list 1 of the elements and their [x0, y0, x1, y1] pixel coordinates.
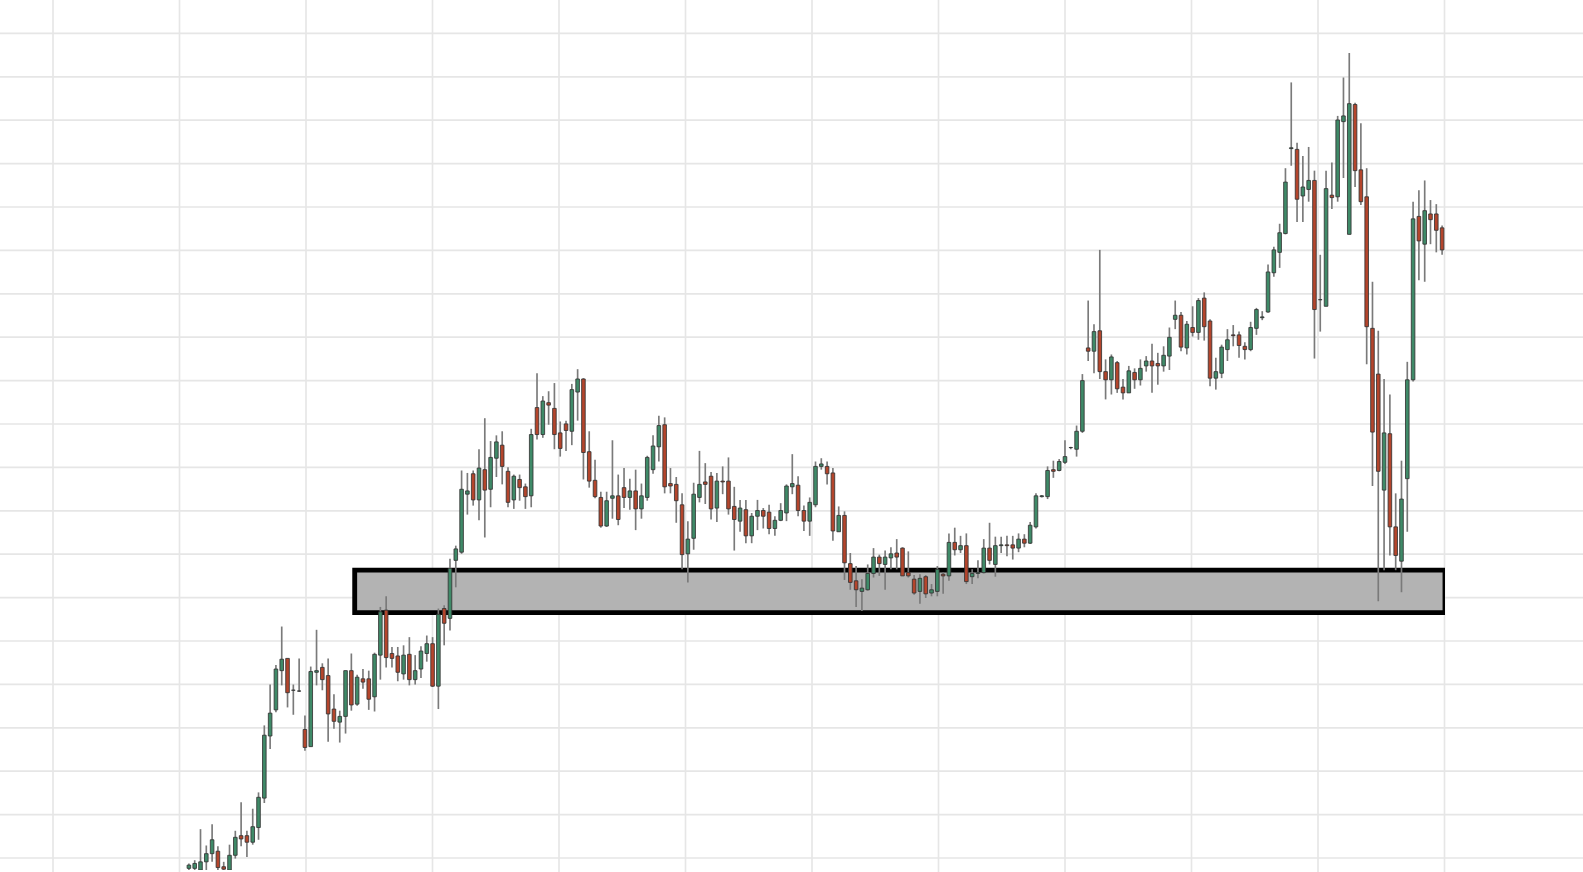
- candlestick: [1289, 81, 1294, 167]
